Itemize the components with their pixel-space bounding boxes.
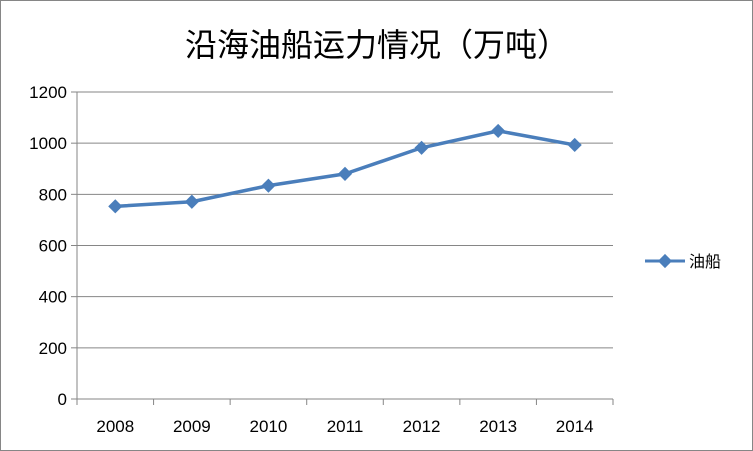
x-tick-label: 2008 — [96, 417, 134, 436]
data-point-marker — [261, 178, 276, 193]
y-tick-label: 1000 — [29, 134, 67, 153]
series-layer — [108, 123, 582, 214]
y-tick-label: 1200 — [29, 83, 67, 102]
chart-title: 沿海油船运力情况（万吨） — [185, 26, 569, 64]
x-tick-label: 2011 — [327, 417, 364, 436]
y-tick-label: 200 — [39, 339, 67, 358]
data-point-marker — [567, 137, 582, 153]
data-point-marker — [414, 140, 429, 155]
x-tick-label: 2010 — [250, 417, 288, 436]
y-tick-label: 400 — [39, 288, 67, 307]
y-axis-ticks: 0 200 400 600 800 1000 1200 — [29, 83, 77, 409]
x-tick-label: 2013 — [479, 417, 517, 436]
legend: 油船 — [645, 252, 721, 271]
y-tick-label: 0 — [58, 390, 67, 409]
legend-label: 油船 — [689, 252, 721, 271]
y-tick-label: 800 — [39, 185, 67, 204]
data-point-marker — [184, 194, 199, 209]
data-point-marker — [108, 199, 123, 214]
legend-marker — [657, 253, 673, 269]
y-tick-label: 600 — [39, 237, 67, 256]
x-tick-label: 2014 — [556, 417, 594, 436]
x-tick-label: 2009 — [173, 417, 211, 436]
x-tick-label: 2012 — [403, 417, 441, 436]
data-point-marker — [337, 166, 353, 181]
x-axis-ticks: 2008 2009 2010 2011 2012 2013 2014 — [76, 399, 614, 436]
data-point-marker — [491, 123, 506, 138]
gridlines — [77, 91, 613, 349]
